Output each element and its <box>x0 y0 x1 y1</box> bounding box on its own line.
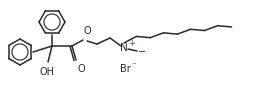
Text: N: N <box>120 43 128 53</box>
Text: +: + <box>128 40 135 48</box>
Text: O: O <box>78 64 86 74</box>
Text: ⁻: ⁻ <box>131 61 136 70</box>
Text: O: O <box>84 26 92 36</box>
Text: OH: OH <box>39 67 54 77</box>
Text: Br: Br <box>120 64 131 74</box>
Text: −: − <box>138 47 146 57</box>
